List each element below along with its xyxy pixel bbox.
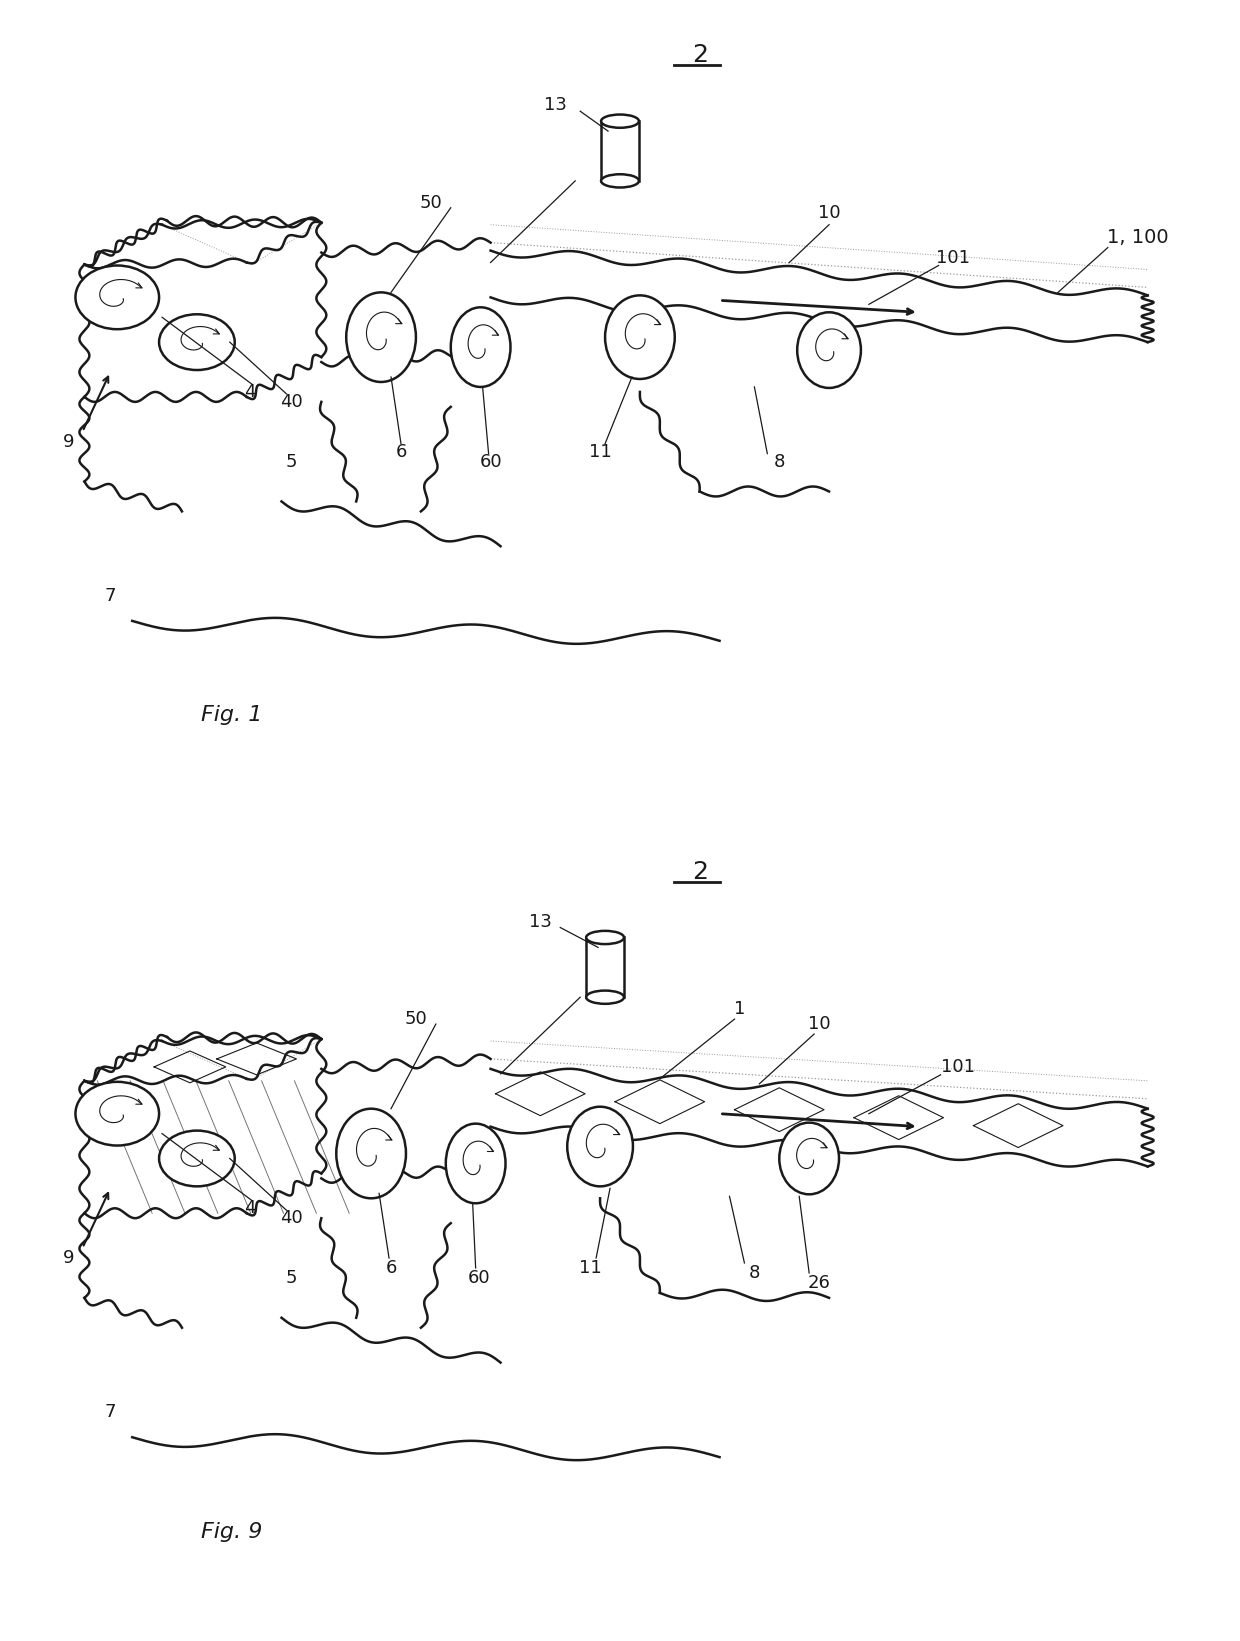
- Text: Fig. 1: Fig. 1: [201, 706, 263, 725]
- Text: Fig. 9: Fig. 9: [201, 1521, 263, 1543]
- Ellipse shape: [605, 295, 675, 379]
- Text: 5: 5: [285, 1268, 298, 1287]
- Text: 2: 2: [692, 860, 708, 884]
- Text: 6: 6: [396, 443, 407, 461]
- Text: 4: 4: [244, 382, 255, 400]
- Text: 101: 101: [941, 1058, 976, 1076]
- Text: 13: 13: [529, 912, 552, 930]
- Ellipse shape: [159, 1131, 234, 1186]
- Ellipse shape: [797, 312, 861, 387]
- Text: 6: 6: [386, 1259, 397, 1277]
- Text: 8: 8: [774, 453, 785, 471]
- Text: 7: 7: [104, 1403, 117, 1421]
- Text: 9: 9: [63, 433, 74, 451]
- Ellipse shape: [76, 266, 159, 330]
- Text: 40: 40: [280, 1209, 303, 1227]
- Ellipse shape: [451, 307, 511, 387]
- Text: 2: 2: [692, 43, 708, 67]
- Ellipse shape: [587, 930, 624, 944]
- Text: 10: 10: [807, 1016, 831, 1034]
- Text: 50: 50: [404, 1011, 428, 1029]
- Ellipse shape: [336, 1109, 405, 1198]
- Text: 8: 8: [749, 1264, 760, 1282]
- Ellipse shape: [601, 174, 639, 187]
- Text: 7: 7: [104, 587, 117, 606]
- Text: 1: 1: [734, 999, 745, 1017]
- Ellipse shape: [567, 1106, 632, 1186]
- Text: 101: 101: [936, 248, 971, 266]
- Text: 1, 100: 1, 100: [1107, 228, 1168, 248]
- Ellipse shape: [601, 115, 639, 128]
- Ellipse shape: [159, 315, 234, 369]
- Text: 60: 60: [480, 453, 502, 471]
- Ellipse shape: [446, 1124, 506, 1203]
- Text: 50: 50: [419, 194, 443, 212]
- Text: 5: 5: [285, 453, 298, 471]
- Text: 60: 60: [467, 1268, 490, 1287]
- Text: 13: 13: [544, 97, 567, 115]
- Text: 10: 10: [817, 203, 841, 222]
- Ellipse shape: [779, 1122, 839, 1195]
- Text: 9: 9: [63, 1249, 74, 1267]
- Ellipse shape: [346, 292, 415, 382]
- Text: 40: 40: [280, 392, 303, 410]
- Ellipse shape: [76, 1081, 159, 1145]
- Text: 26: 26: [807, 1273, 831, 1291]
- Text: 11: 11: [579, 1259, 601, 1277]
- Text: 4: 4: [244, 1200, 255, 1218]
- Text: 11: 11: [589, 443, 611, 461]
- Ellipse shape: [587, 991, 624, 1004]
